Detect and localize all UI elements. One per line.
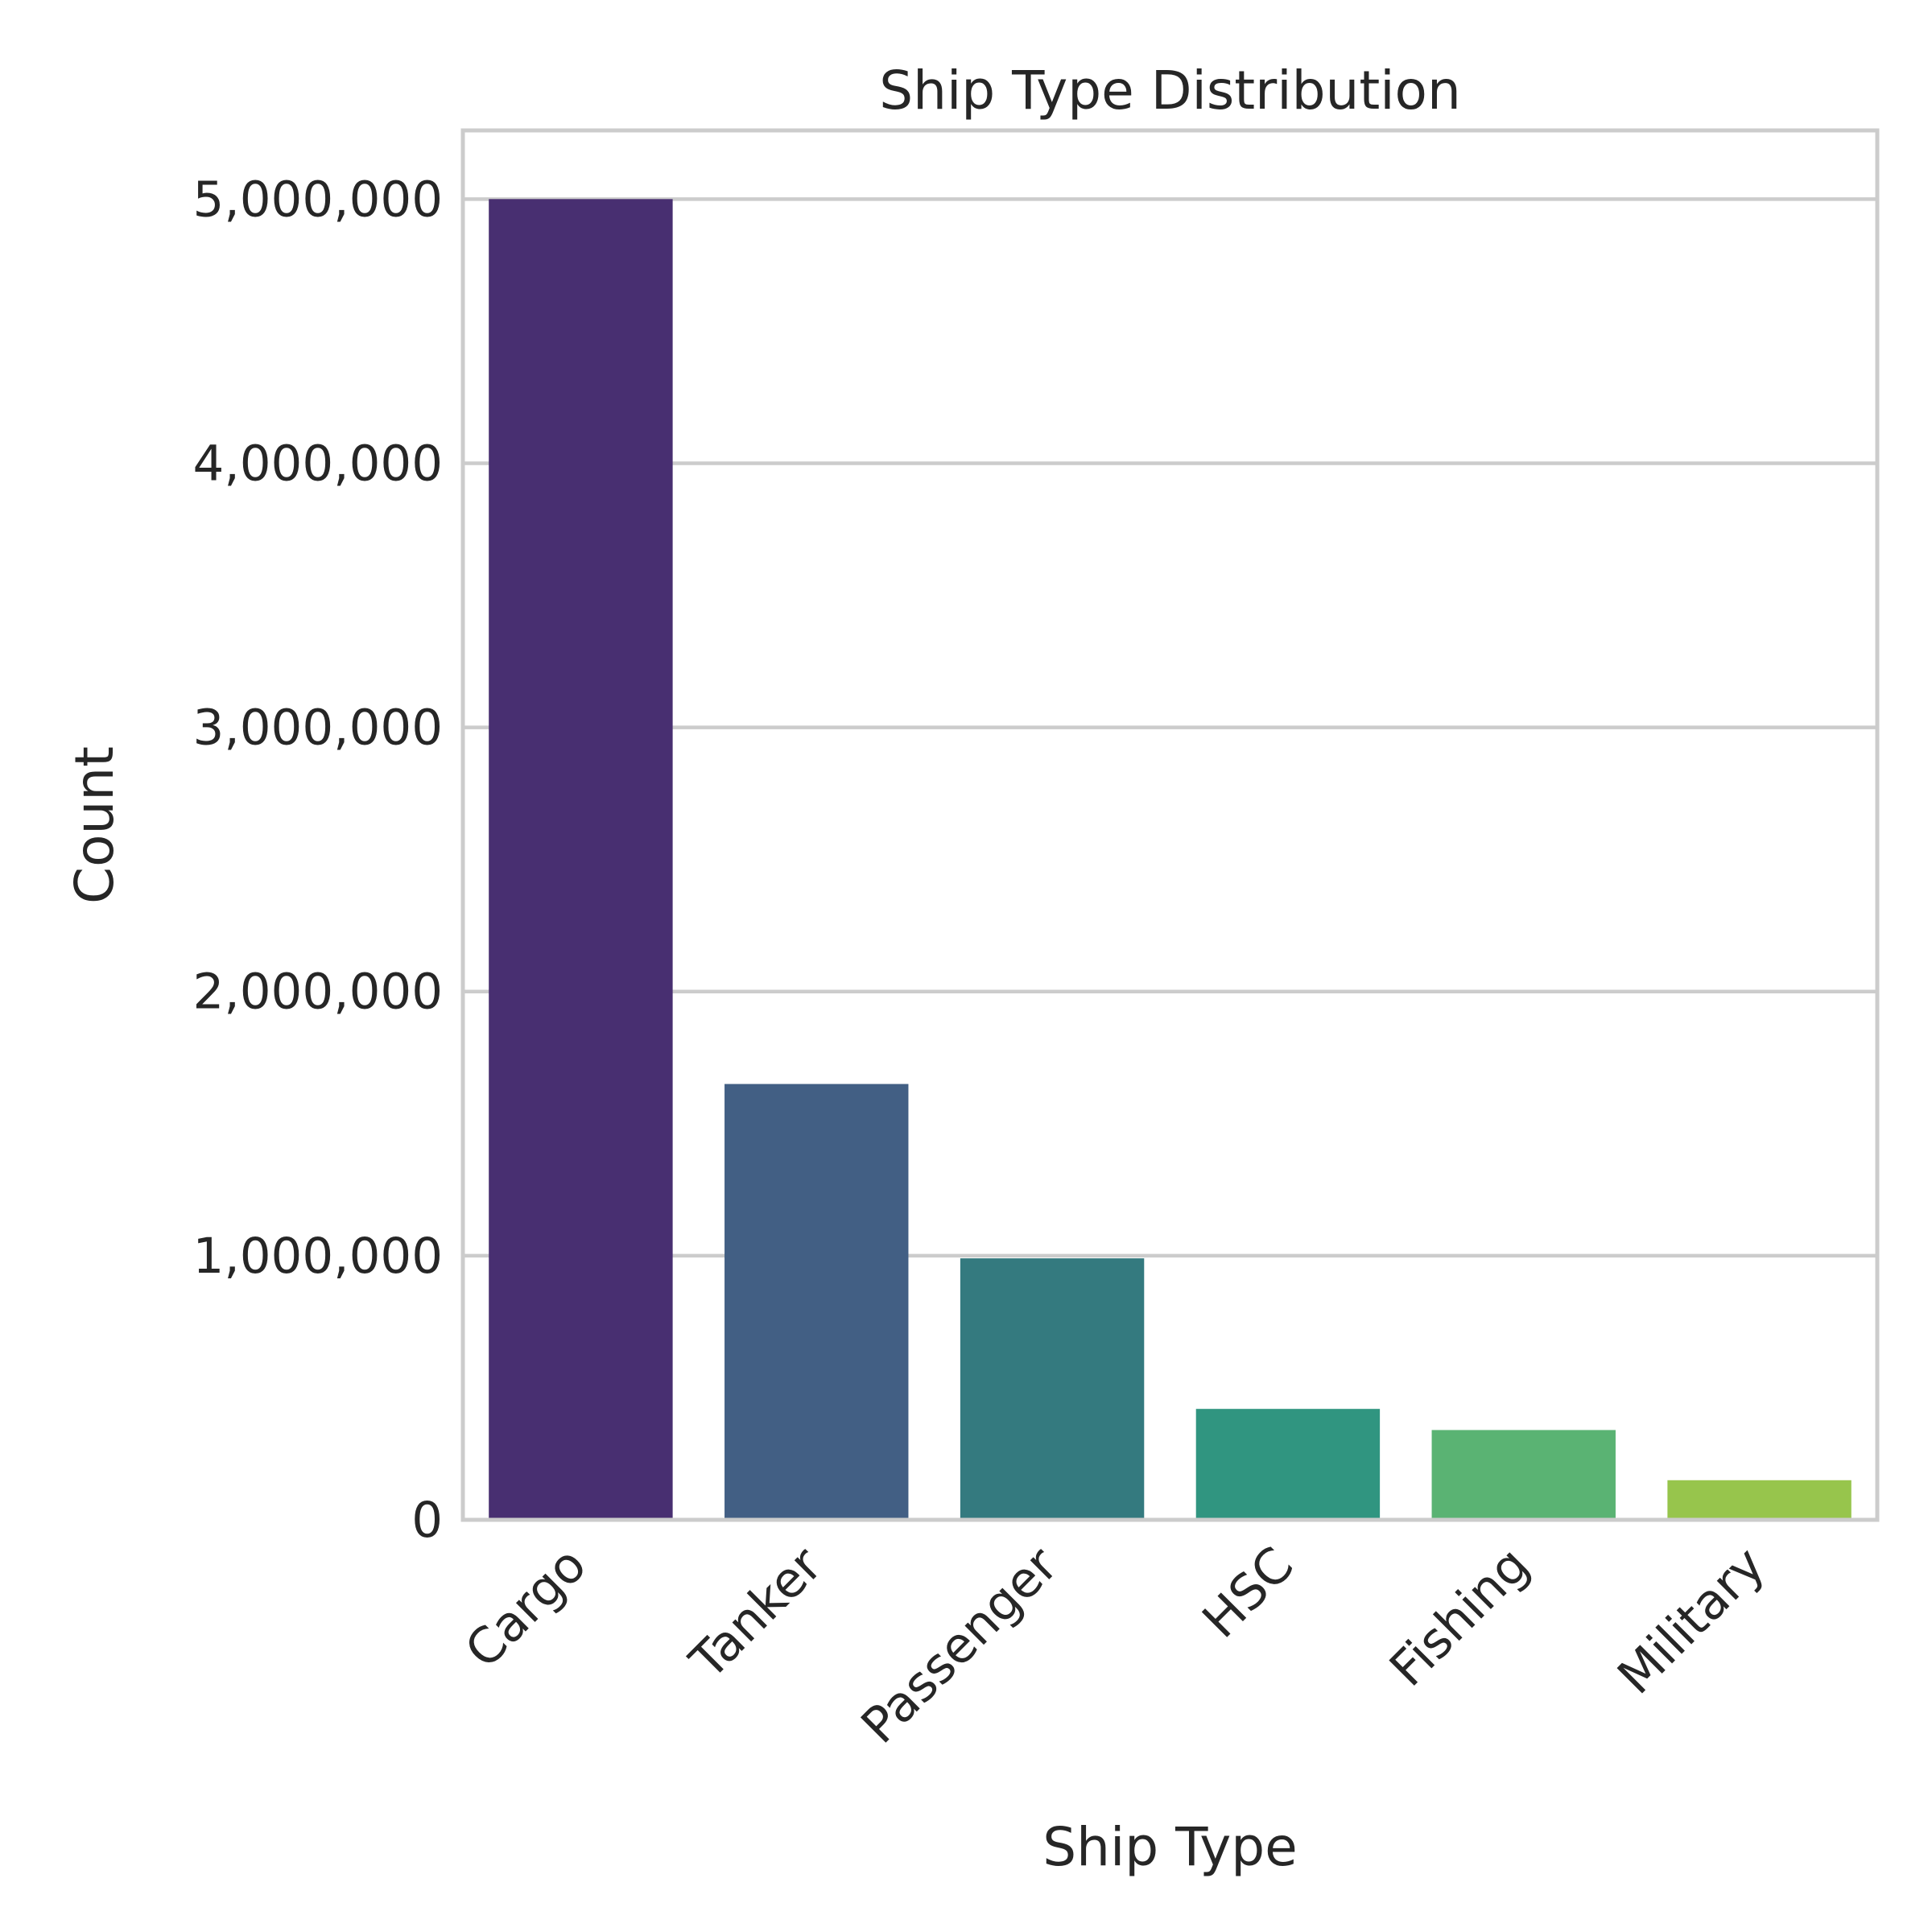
y-tick-label: 4,000,000 bbox=[193, 435, 443, 492]
bar-hsc bbox=[1195, 1409, 1381, 1520]
y-tick-label: 5,000,000 bbox=[193, 171, 443, 228]
x-axis-title: Ship Type bbox=[1042, 1816, 1298, 1878]
bar-military bbox=[1667, 1480, 1852, 1520]
bars bbox=[489, 199, 1852, 1521]
y-tick-label: 3,000,000 bbox=[193, 700, 443, 757]
y-tick-label: 1,000,000 bbox=[193, 1228, 443, 1285]
bar-tanker bbox=[724, 1084, 909, 1520]
bar-cargo bbox=[489, 199, 673, 1521]
y-tick-label: 2,000,000 bbox=[193, 964, 443, 1021]
chart-title: Ship Type Distribution bbox=[879, 60, 1461, 122]
y-tick-label: 0 bbox=[411, 1492, 443, 1549]
plot-frame bbox=[460, 128, 1880, 1522]
gridlines bbox=[463, 197, 1877, 1258]
bar-passenger bbox=[960, 1258, 1145, 1520]
bar-fishing bbox=[1431, 1430, 1616, 1520]
y-tick-labels: 0 1,000,000 2,000,000 3,000,000 4,000,000 5,0… bbox=[193, 171, 443, 1549]
y-axis-title: Count bbox=[64, 746, 126, 904]
